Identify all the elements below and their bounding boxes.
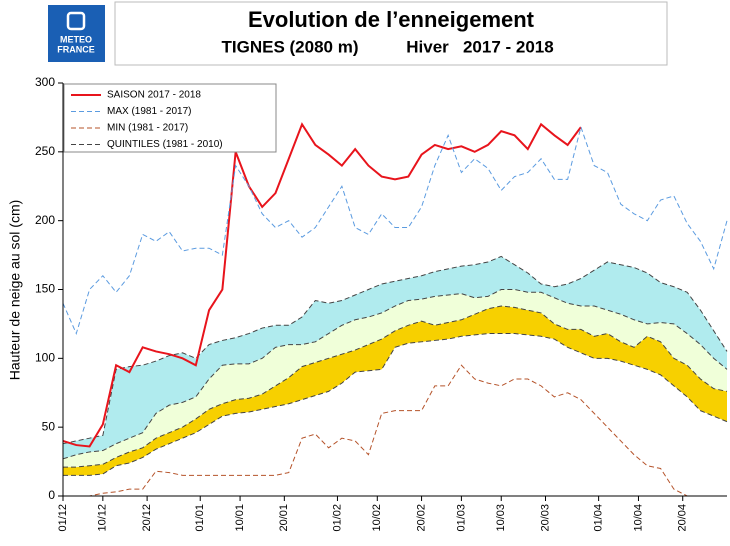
chart-subtitle: Hiver 2017 - 2018: [406, 37, 553, 56]
x-tick-label: 10/01: [234, 504, 246, 532]
y-tick-label: 0: [48, 488, 55, 502]
x-tick-label: 01/03: [455, 504, 467, 532]
quintile-line: [62, 289, 728, 460]
legend-label: SAISON 2017 - 2018: [107, 90, 201, 101]
chart-subtitle: TIGNES (2080 m): [222, 37, 359, 56]
logo-text: METEO: [60, 34, 92, 44]
x-tick-label: 20/02: [415, 504, 427, 532]
series-line: [62, 122, 582, 448]
y-tick-label: 150: [35, 282, 55, 296]
quintile-line: [63, 333, 728, 476]
y-tick-label: 200: [35, 213, 55, 227]
x-tick-label: 20/12: [141, 504, 153, 532]
x-tick-label: 01/01: [194, 504, 206, 532]
chart-title: Evolution de l’enneigement: [248, 7, 535, 32]
quintile-line: [63, 305, 728, 468]
legend-label: QUINTILES (1981 - 2010): [107, 139, 223, 150]
y-tick-label: 250: [35, 144, 55, 158]
y-tick-label: 100: [35, 351, 55, 365]
x-tick-label: 10/12: [97, 504, 109, 532]
x-tick-label: 10/04: [632, 504, 644, 532]
series-line: [62, 125, 728, 335]
series-line: [63, 364, 727, 497]
legend-label: MAX (1981 - 2017): [107, 106, 192, 117]
legend-label: MIN (1981 - 2017): [107, 123, 188, 134]
x-tick-label: 01/02: [331, 504, 343, 532]
quintile-band: [63, 306, 727, 476]
x-tick-label: 20/01: [278, 504, 290, 532]
logo-icon: [66, 11, 86, 31]
title-box: [114, 1, 668, 66]
y-tick-label: 300: [35, 75, 55, 89]
x-tick-label: 20/03: [539, 504, 551, 532]
x-tick-label: 10/02: [371, 504, 383, 532]
x-tick-label: 01/04: [593, 504, 605, 532]
quintile-band: [63, 256, 727, 459]
logo-text: FRANCE: [57, 44, 95, 54]
x-tick-label: 20/04: [677, 504, 689, 532]
logo: [48, 5, 105, 62]
x-tick-label: 01/12: [57, 504, 69, 532]
x-tick-label: 10/03: [495, 504, 507, 532]
y-tick-label: 50: [42, 419, 56, 433]
y-axis-label: Hauteur de neige au sol (cm): [7, 200, 23, 381]
quintile-band: [63, 289, 727, 468]
